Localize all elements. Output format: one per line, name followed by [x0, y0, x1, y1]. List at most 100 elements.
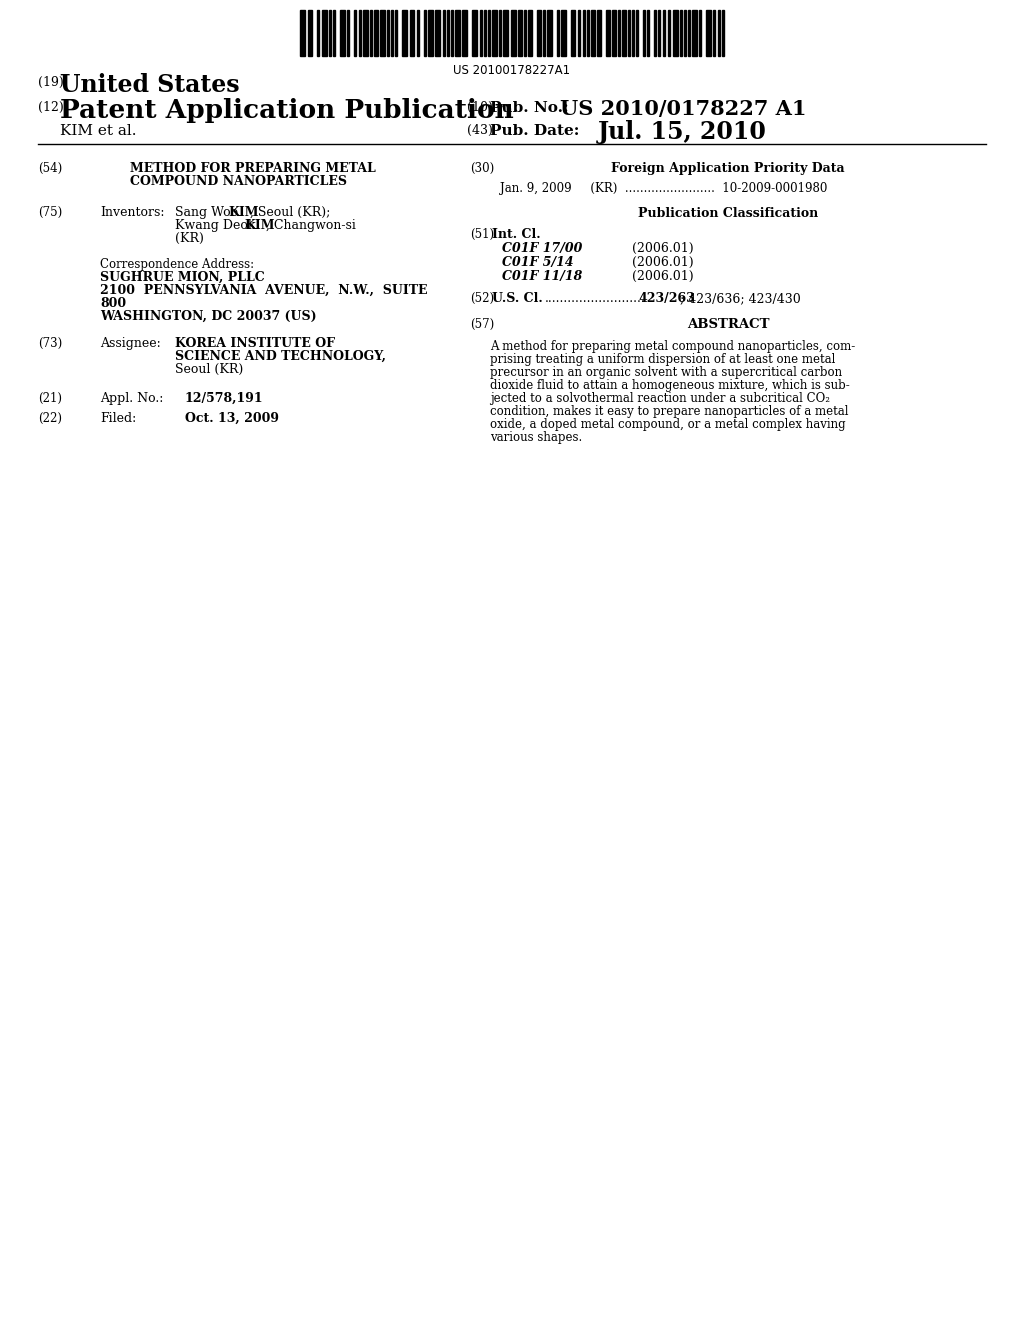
Bar [688, 11, 690, 55]
Bar [571, 11, 575, 55]
Text: SUGHRUE MION, PLLC: SUGHRUE MION, PLLC [100, 271, 265, 284]
Bar [537, 11, 541, 55]
Text: (2006.01): (2006.01) [632, 256, 693, 269]
Bar [612, 11, 616, 55]
Text: precursor in an organic solvent with a supercritical carbon: precursor in an organic solvent with a s… [490, 366, 842, 379]
Text: (22): (22) [38, 412, 62, 425]
Text: Filed:: Filed: [100, 412, 136, 425]
Text: Assignee:: Assignee: [100, 337, 161, 350]
Text: (2006.01): (2006.01) [632, 242, 693, 255]
Text: prising treating a uniform dispersion of at least one metal: prising treating a uniform dispersion of… [490, 352, 836, 366]
Bar [668, 11, 670, 55]
Text: A method for preparing metal compound nanoparticles, com-: A method for preparing metal compound na… [490, 341, 855, 352]
Bar [451, 11, 453, 55]
Text: (73): (73) [38, 337, 62, 350]
Bar [663, 11, 665, 55]
Bar [484, 11, 486, 55]
Text: C01F 11/18: C01F 11/18 [502, 271, 583, 282]
Text: (75): (75) [38, 206, 62, 219]
Text: (57): (57) [470, 318, 495, 331]
Bar [692, 11, 697, 55]
Bar [597, 11, 601, 55]
Text: (12): (12) [38, 102, 63, 114]
Text: Pub. Date:: Pub. Date: [490, 124, 580, 139]
Text: United States: United States [60, 73, 240, 96]
Text: KIM: KIM [228, 206, 258, 219]
Bar [443, 11, 445, 55]
Text: Kwang Deok: Kwang Deok [175, 219, 259, 232]
Bar [673, 11, 678, 55]
Bar [622, 11, 626, 55]
Bar [354, 11, 356, 55]
Text: Publication Classification: Publication Classification [638, 207, 818, 220]
Bar [391, 11, 393, 55]
Text: Foreign Application Priority Data: Foreign Application Priority Data [611, 162, 845, 176]
Text: C01F 17/00: C01F 17/00 [502, 242, 583, 255]
Bar [528, 11, 532, 55]
Text: Patent Application Publication: Patent Application Publication [60, 98, 514, 123]
Bar [722, 11, 724, 55]
Bar [706, 11, 711, 55]
Text: (30): (30) [470, 162, 495, 176]
Text: (KR): (KR) [175, 232, 204, 246]
Text: condition, makes it easy to prepare nanoparticles of a metal: condition, makes it easy to prepare nano… [490, 405, 849, 418]
Text: KOREA INSTITUTE OF: KOREA INSTITUTE OF [175, 337, 335, 350]
Bar [557, 11, 559, 55]
Bar [370, 11, 372, 55]
Bar [658, 11, 660, 55]
Text: KIM: KIM [244, 219, 274, 232]
Bar [472, 11, 477, 55]
Text: Jul. 15, 2010: Jul. 15, 2010 [598, 120, 767, 144]
Text: (2006.01): (2006.01) [632, 271, 693, 282]
Text: Inventors:: Inventors: [100, 206, 165, 219]
Text: (52): (52) [470, 292, 495, 305]
Bar [410, 11, 414, 55]
Text: ..........................: .......................... [545, 292, 646, 305]
Bar [547, 11, 552, 55]
Bar [583, 11, 585, 55]
Text: US 20100178227A1: US 20100178227A1 [454, 63, 570, 77]
Bar [374, 11, 378, 55]
Text: Pub. No.:: Pub. No.: [490, 102, 568, 115]
Bar [654, 11, 656, 55]
Bar [647, 11, 649, 55]
Bar [636, 11, 638, 55]
Bar [447, 11, 449, 55]
Bar [511, 11, 516, 55]
Text: Jan. 9, 2009     (KR)  ........................  10-2009-0001980: Jan. 9, 2009 (KR) ......................… [500, 182, 827, 195]
Bar [359, 11, 361, 55]
Text: Oct. 13, 2009: Oct. 13, 2009 [185, 412, 279, 425]
Bar [455, 11, 460, 55]
Bar [578, 11, 580, 55]
Text: METHOD FOR PREPARING METAL: METHOD FOR PREPARING METAL [130, 162, 376, 176]
Text: 423/263: 423/263 [638, 292, 694, 305]
Bar [387, 11, 389, 55]
Bar [713, 11, 715, 55]
Text: 12/578,191: 12/578,191 [185, 392, 263, 405]
Bar [499, 11, 501, 55]
Bar [492, 11, 497, 55]
Bar [684, 11, 686, 55]
Text: (21): (21) [38, 392, 62, 405]
Text: 2100  PENNSYLVANIA  AVENUE,  N.W.,  SUITE: 2100 PENNSYLVANIA AVENUE, N.W., SUITE [100, 284, 427, 297]
Text: Appl. No.:: Appl. No.: [100, 392, 164, 405]
Bar [308, 11, 312, 55]
Bar [300, 11, 305, 55]
Text: Correspondence Address:: Correspondence Address: [100, 257, 254, 271]
Bar [606, 11, 610, 55]
Bar [417, 11, 419, 55]
Bar [543, 11, 545, 55]
Text: U.S. Cl.: U.S. Cl. [492, 292, 543, 305]
Text: , Seoul (KR);: , Seoul (KR); [250, 206, 331, 219]
Text: oxide, a doped metal compound, or a metal complex having: oxide, a doped metal compound, or a meta… [490, 418, 846, 432]
Text: ABSTRACT: ABSTRACT [687, 318, 769, 331]
Bar [402, 11, 407, 55]
Bar [395, 11, 397, 55]
Bar [428, 11, 433, 55]
Bar [380, 11, 385, 55]
Bar [699, 11, 701, 55]
Text: US 2010/0178227 A1: US 2010/0178227 A1 [560, 99, 807, 119]
Bar [322, 11, 327, 55]
Bar [347, 11, 349, 55]
Bar [618, 11, 620, 55]
